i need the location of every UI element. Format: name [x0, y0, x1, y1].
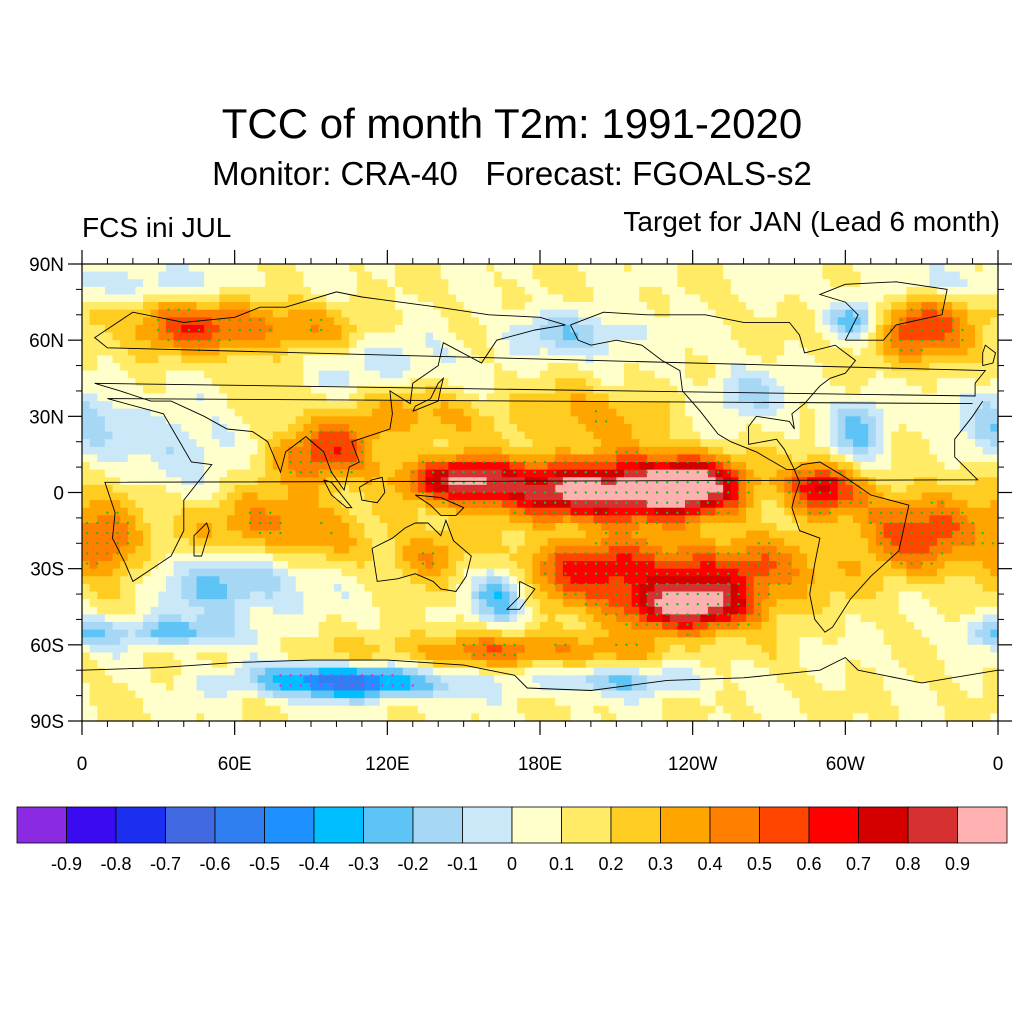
- chart-subtitle: Monitor: CRA-40 Forecast: FGOALS-s2: [212, 155, 812, 192]
- colorbar-swatch: [115, 806, 166, 844]
- colorbar-swatch: [363, 806, 414, 844]
- lon-tick-label: 60E: [218, 754, 252, 775]
- colorbar-label: 0.8: [895, 854, 920, 874]
- colorbar-label: 0.4: [697, 854, 722, 874]
- significance-stipple: [85, 308, 995, 687]
- initialization-label: FCS ini JUL: [82, 212, 232, 243]
- lon-tick-label: 0: [77, 754, 88, 775]
- colorbar-label: -0.6: [199, 854, 230, 874]
- colorbar-swatch: [165, 806, 216, 844]
- lon-tick-label: 120E: [365, 754, 409, 775]
- coast-new-zealand: [505, 580, 536, 610]
- colorbar-swatch: [264, 806, 315, 844]
- colorbar-label: -0.3: [348, 854, 379, 874]
- colorbar-swatch: [808, 806, 859, 844]
- colorbar-label: -0.1: [447, 854, 478, 874]
- colorbar-swatch: [709, 806, 760, 844]
- coast-north-america: [570, 311, 857, 471]
- colorbar: -0.9 -0.8 -0.7 -0.6 -0.5 -0.4 -0.3 -0.2 -0.1 0 0.1…: [16, 806, 1008, 874]
- chart-title: TCC of month T2m: 1991-2020: [221, 100, 803, 147]
- map-axes: 90N 60N 30N 0 30S 60S 90S 0 60E 120E 180E 120W 60W 0: [29, 250, 1012, 775]
- lat-tick-label: 90N: [29, 255, 64, 276]
- coast-sumatra: [323, 479, 353, 509]
- coast-africa: [104, 398, 984, 583]
- colorbar-label: 0.3: [648, 854, 673, 874]
- colorbar-label: 0.1: [549, 854, 574, 874]
- colorbar-swatch: [759, 806, 810, 844]
- coast-antarctica: [82, 656, 998, 691]
- colorbar-swatch: [511, 806, 562, 844]
- colorbar-label: 0.9: [945, 854, 970, 874]
- colorbar-swatch: [610, 806, 661, 844]
- colorbar-swatch: [412, 806, 463, 844]
- lat-tick-label: 90S: [30, 712, 64, 733]
- lon-tick-label: 180E: [518, 754, 562, 775]
- lat-tick-label: 0: [53, 484, 64, 505]
- lat-tick-label: 60S: [30, 636, 64, 657]
- colorbar-swatch: [462, 806, 513, 844]
- lat-tick-label: 30S: [30, 560, 64, 581]
- coast-greenland: [818, 281, 948, 341]
- coast-australia: [371, 519, 472, 592]
- colorbar-label: -0.8: [100, 854, 131, 874]
- colorbar-swatch: [561, 806, 612, 844]
- coast-uk: [982, 344, 997, 367]
- colorbar-label: -0.7: [150, 854, 181, 874]
- lat-tick-label: 30N: [29, 407, 64, 428]
- colorbar-label: -0.4: [298, 854, 329, 874]
- colorbar-label: 0.7: [846, 854, 871, 874]
- colorbar-swatch: [16, 806, 67, 844]
- coast-borneo: [358, 476, 386, 504]
- colorbar-swatch: [66, 806, 117, 844]
- coast-south-america: [791, 461, 910, 633]
- colorbar-label: 0.5: [747, 854, 772, 874]
- colorbar-label: 0: [507, 854, 517, 874]
- lon-tick-label: 0: [993, 754, 1004, 775]
- colorbar-label: 0.2: [598, 854, 623, 874]
- colorbar-swatch: [907, 806, 958, 844]
- colorbar-label: -0.5: [249, 854, 280, 874]
- coast-new-guinea: [415, 494, 465, 516]
- colorbar-swatch: [858, 806, 909, 844]
- tcc-field: [82, 264, 998, 721]
- target-label: Target for JAN (Lead 6 month): [623, 206, 1000, 237]
- colorbar-swatch: [957, 806, 1008, 844]
- coast-eurasia: [93, 291, 987, 492]
- colorbar-label: -0.2: [397, 854, 428, 874]
- lon-tick-label: 60W: [826, 754, 865, 775]
- coast-madagascar: [193, 522, 210, 557]
- coast-japan: [412, 376, 445, 412]
- colorbar-label: 0.6: [796, 854, 821, 874]
- colorbar-label: -0.9: [51, 854, 82, 874]
- colorbar-swatch: [214, 806, 265, 844]
- lat-tick-label: 60N: [29, 331, 64, 352]
- colorbar-swatch: [660, 806, 711, 844]
- lon-tick-label: 120W: [668, 754, 718, 775]
- colorbar-swatch: [313, 806, 364, 844]
- coastlines: [82, 281, 998, 691]
